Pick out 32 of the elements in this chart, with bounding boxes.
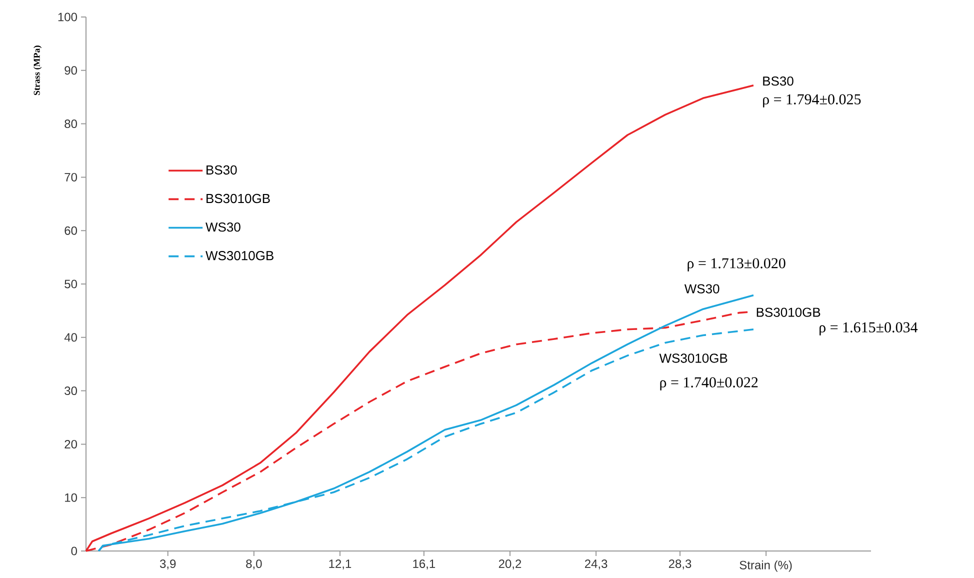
y-tick-label: 50 bbox=[64, 280, 78, 288]
x-tick-label: 3,9 bbox=[160, 560, 176, 570]
y-tick-label: 60 bbox=[64, 226, 78, 235]
x-tick-label: 28,3 bbox=[668, 560, 692, 570]
annotation: WS30 bbox=[684, 284, 720, 294]
y-tick-label: 90 bbox=[64, 66, 78, 75]
legend-label: WS30 bbox=[206, 222, 240, 232]
annotation: ρ = 1.794±0.025 bbox=[763, 94, 861, 108]
x-tick-label: 24,3 bbox=[584, 560, 608, 570]
annotation: ρ = 1.740±0.022 bbox=[660, 377, 758, 390]
annotation: ρ = 1.615±0.034 bbox=[820, 322, 918, 336]
y-tick-label: 0 bbox=[71, 546, 78, 556]
y-tick-label: 20 bbox=[64, 440, 78, 448]
x-axis-title: Strain (%) bbox=[740, 560, 792, 572]
y-axis-title: Strass (MPa) bbox=[33, 46, 42, 96]
annotation: BS3010GB bbox=[756, 308, 820, 317]
annotation: WS3010GB bbox=[659, 354, 728, 363]
y-tick-label: 80 bbox=[64, 120, 78, 128]
annotation: ρ = 1.713±0.020 bbox=[688, 258, 786, 272]
y-tick-label: 10 bbox=[65, 493, 78, 502]
y-tick-label: 30 bbox=[64, 386, 78, 396]
x-tick-label: 20,2 bbox=[498, 560, 522, 570]
legend-label: BS3010GB bbox=[206, 194, 270, 204]
annotation: BS30 bbox=[763, 76, 794, 86]
y-tick-label: 70 bbox=[64, 172, 78, 182]
x-tick-label: 8,0 bbox=[246, 560, 262, 570]
y-tick-label: 40 bbox=[64, 333, 78, 342]
y-tick-label: 100 bbox=[58, 12, 78, 22]
x-tick-label: 12,1 bbox=[329, 560, 352, 570]
legend-label: BS30 bbox=[206, 165, 237, 175]
legend-label: WS3010GB bbox=[206, 251, 274, 260]
x-tick-label: 16,1 bbox=[413, 560, 436, 570]
